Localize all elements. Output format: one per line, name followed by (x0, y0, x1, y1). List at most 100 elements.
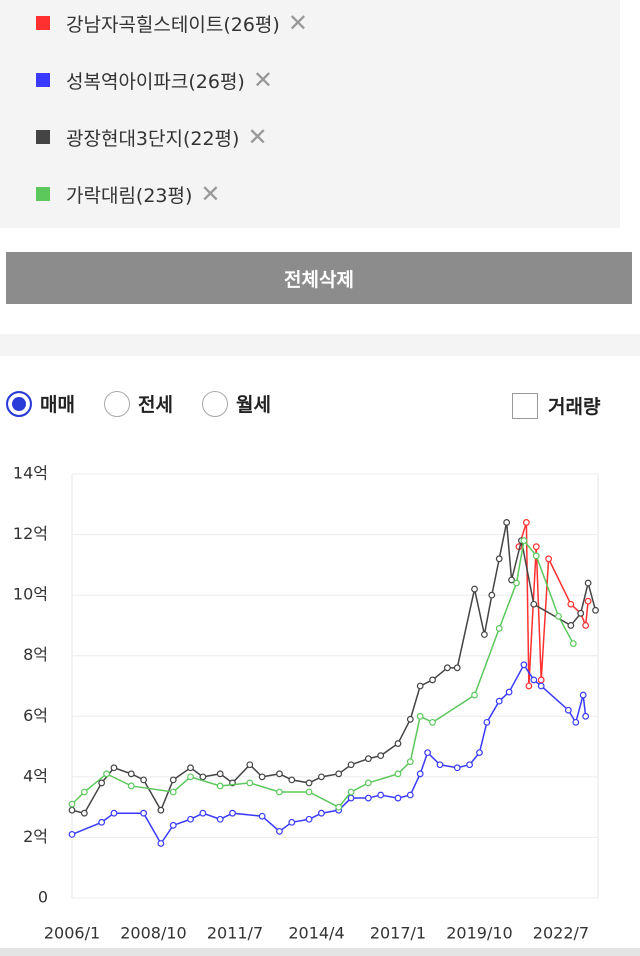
legend-item: 광장현대3단지(22평) ✕ (36, 122, 268, 152)
data-point (68, 831, 76, 838)
data-point (466, 761, 473, 769)
data-point (127, 770, 135, 778)
data-point (532, 543, 540, 551)
data-point (318, 809, 325, 817)
data-point (488, 591, 496, 599)
data-point (68, 806, 76, 814)
data-point (288, 818, 296, 826)
data-point (377, 791, 385, 799)
data-point (495, 697, 503, 705)
data-point (537, 682, 545, 690)
radio-circle (104, 390, 130, 417)
delete-all-button[interactable]: 전체삭제 (6, 252, 632, 304)
data-point (216, 782, 224, 790)
data-point (187, 815, 194, 823)
data-point (555, 612, 562, 620)
radio-option[interactable]: 전세 (104, 390, 173, 417)
radio-option[interactable]: 매매 (6, 390, 75, 417)
data-point (187, 764, 194, 772)
series-line (71, 522, 597, 815)
data-point (305, 815, 313, 823)
data-point (347, 761, 355, 769)
data-point (347, 788, 355, 796)
data-point (98, 818, 106, 826)
data-point (443, 664, 451, 672)
remove-icon[interactable]: ✕ (247, 123, 268, 151)
data-point (276, 770, 283, 778)
data-point (140, 776, 148, 784)
data-point (364, 794, 372, 802)
data-point (530, 676, 538, 684)
data-point (513, 579, 520, 587)
remove-icon[interactable]: ✕ (252, 66, 273, 94)
data-point (508, 576, 515, 584)
data-point (157, 806, 165, 814)
data-point (318, 773, 325, 781)
data-point (503, 519, 511, 526)
data-point (471, 691, 478, 699)
y-tick-label: 4억 (23, 766, 48, 785)
remove-icon[interactable]: ✕ (287, 9, 308, 37)
legend-label: 광장현대3단지(22평) (66, 127, 240, 150)
data-point (429, 676, 436, 684)
radio-label: 매매 (40, 394, 75, 416)
x-tick-label: 2008/10 (120, 924, 186, 943)
data-point (567, 622, 575, 629)
legend-label: 성복역아이파크(26평) (66, 70, 245, 93)
volume-label: 거래량 (548, 396, 601, 418)
data-point (582, 622, 590, 629)
legend-swatch (36, 73, 50, 87)
data-point (276, 827, 283, 835)
y-tick-label: 12억 (13, 524, 48, 543)
radio-option[interactable]: 월세 (202, 390, 271, 417)
legend-label: 가락대림(23평) (66, 184, 193, 207)
data-point (187, 773, 194, 781)
data-point (416, 682, 424, 690)
data-point (288, 776, 296, 784)
data-point (80, 788, 88, 796)
data-point (495, 555, 503, 563)
data-point (110, 809, 118, 817)
legend-swatch (36, 130, 50, 144)
data-point (582, 712, 590, 720)
radio-circle (6, 390, 32, 417)
data-point (364, 755, 372, 763)
data-point (347, 794, 355, 802)
data-point (416, 712, 424, 720)
radio-label: 월세 (236, 394, 271, 416)
remove-icon[interactable]: ✕ (200, 180, 221, 208)
data-point (110, 764, 118, 772)
data-point (216, 815, 224, 823)
data-point (505, 688, 513, 696)
legend-swatch (36, 16, 50, 30)
data-point (483, 718, 491, 726)
data-point (522, 519, 530, 526)
volume-toggle[interactable]: 거래량 (512, 392, 600, 419)
data-point (416, 770, 424, 778)
data-point (584, 579, 592, 587)
data-point (169, 776, 177, 784)
data-point (429, 718, 436, 726)
x-tick-label: 2019/10 (446, 924, 512, 943)
data-point (305, 779, 313, 787)
data-point (564, 706, 572, 714)
data-point (394, 770, 402, 778)
data-point (169, 788, 177, 796)
chart: 0 2억 4억 6억 8억 10억 12억 14억 2006/1 2008/10 2011/7 201… (13, 464, 599, 943)
data-point (68, 800, 76, 808)
series-line (518, 522, 589, 687)
checkbox[interactable] (512, 392, 538, 419)
data-point (140, 809, 148, 817)
data-point (258, 773, 266, 781)
data-point (394, 740, 402, 747)
legend-item: 가락대림(23평) ✕ (36, 179, 221, 209)
data-point (532, 552, 540, 560)
x-tick-label: 2017/1 (370, 924, 426, 943)
legend-label: 강남자곡힐스테이트(26평) (66, 13, 280, 36)
data-point (537, 676, 545, 684)
data-point (424, 749, 432, 757)
data-point (305, 788, 313, 796)
data-point (364, 779, 372, 787)
data-point (520, 537, 528, 545)
